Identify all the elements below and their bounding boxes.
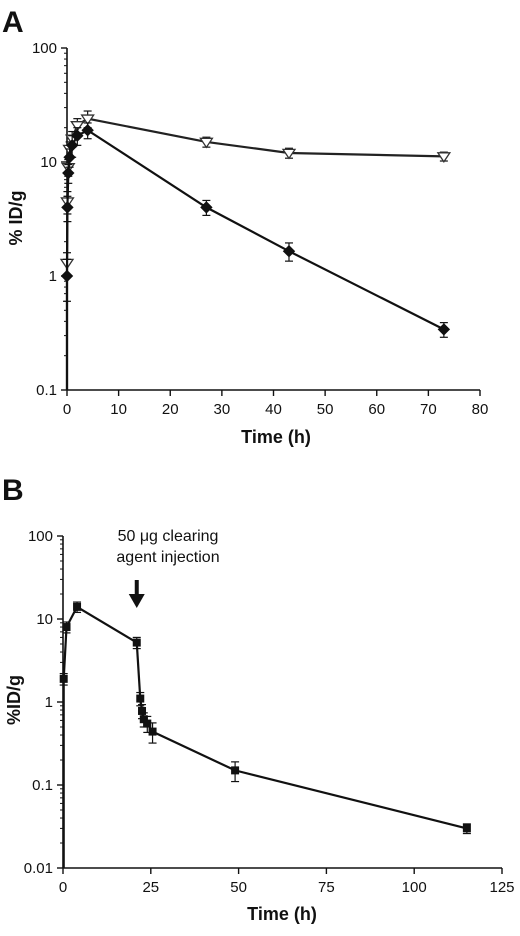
panel-b-series-0 xyxy=(59,601,471,868)
panel-b-y-tick-label: 100 xyxy=(28,528,53,545)
panel-b-x-axis-title: Time (h) xyxy=(247,904,317,924)
panel-a-data-point xyxy=(70,121,85,132)
panel-a-y-tick-label: 100 xyxy=(32,40,57,57)
panel-b-x-tick-label: 0 xyxy=(59,879,67,896)
panel-b-series-line xyxy=(62,605,468,868)
panel-a-series-1 xyxy=(60,122,451,390)
panel-b-label: B xyxy=(2,474,24,507)
panel-b-data-point xyxy=(59,674,68,683)
panel-b-data-point xyxy=(148,727,157,736)
panel-b-data-point xyxy=(73,602,82,611)
panel-a-y-tick-label: 10 xyxy=(40,154,57,171)
panel-b-data-point xyxy=(462,824,471,833)
panel-a-series-0 xyxy=(59,110,452,390)
panel-a-data-point xyxy=(200,201,213,214)
panel-a-data-point xyxy=(281,148,297,160)
panel-a-x-tick-label: 80 xyxy=(472,401,489,418)
panel-b-y-tick-label: 0.01 xyxy=(24,860,53,877)
panel-a-data-point xyxy=(199,137,214,149)
panel-a-data-point xyxy=(282,244,296,258)
panel-a-x-tick-label: 60 xyxy=(368,401,385,418)
panel-a-data-point xyxy=(80,114,95,126)
panel-a-plot xyxy=(59,110,452,390)
panel-b-x-tick-label: 50 xyxy=(230,879,247,896)
panel-b-data-point xyxy=(62,623,71,632)
panel-b-y-axis-title: %ID/g xyxy=(4,675,24,725)
panel-a-data-point xyxy=(71,129,84,142)
panel-a-series-line xyxy=(65,128,445,390)
panel-b-axes: 0.01 0.1 1 10 100 0 25 50 75 100 125 xyxy=(24,528,515,896)
panel-a-data-point xyxy=(61,201,74,214)
panel-b-data-point xyxy=(231,766,240,775)
panel-b-y-tick-label: 0.1 xyxy=(32,777,53,794)
panel-a-series-line xyxy=(65,117,444,390)
panel-b-plot xyxy=(59,601,471,868)
panel-a-x-tick-label: 70 xyxy=(420,401,437,418)
panel-b-x-tick-label: 125 xyxy=(489,879,514,896)
panel-a-x-tick-label: 30 xyxy=(214,401,231,418)
panel-a-x-axis-title: Time (h) xyxy=(241,427,311,447)
panel-a-x-tick-label: 40 xyxy=(265,401,282,418)
annotation-arrow-head xyxy=(128,594,145,608)
panel-b-data-point xyxy=(139,715,148,724)
panel-b-y-tick-label: 10 xyxy=(36,611,53,628)
panel-a-y-axis-title: % ID/g xyxy=(6,190,26,245)
panel-a-x-tick-label: 20 xyxy=(162,401,179,418)
panel-b-x-tick-label: 100 xyxy=(402,879,427,896)
panel-a-x-tick-label: 0 xyxy=(63,401,71,418)
panel-a-axes: 0.1 1 10 100 0 10 20 30 40 50 60 70 80 xyxy=(32,40,488,418)
annotation-line-1: 50 μg clearing xyxy=(118,528,219,545)
panel-a-data-point xyxy=(62,166,75,180)
panel-a-data-point xyxy=(81,124,94,137)
panel-a-x-tick-label: 10 xyxy=(110,401,127,418)
panel-a-data-point xyxy=(436,152,452,163)
panel-b: B 0.01 0.1 1 10 100 0 25 50 75 100 125 Time (h) %I… xyxy=(2,474,515,924)
panel-a-x-tick-label: 50 xyxy=(317,401,334,418)
panel-a: A 0.1 1 10 100 0 10 20 30 40 50 60 70 80 Time (h) % … xyxy=(2,6,488,447)
panel-b-x-tick-label: 75 xyxy=(318,879,335,896)
panel-a-data-point xyxy=(60,269,74,283)
panel-b-y-tick-label: 1 xyxy=(45,694,53,711)
panel-a-y-tick-label: 0.1 xyxy=(36,382,57,399)
panel-b-data-point xyxy=(138,706,147,715)
annotation-line-2: agent injection xyxy=(116,549,219,566)
panel-a-label: A xyxy=(2,6,24,39)
panel-a-y-tick-label: 1 xyxy=(49,268,57,285)
panel-b-data-point xyxy=(136,694,145,703)
panel-b-data-point xyxy=(132,638,141,647)
panel-a-data-point xyxy=(65,139,79,152)
annotation-arrow-icon xyxy=(128,580,145,608)
panel-b-data-point xyxy=(143,719,152,728)
panel-a-data-point xyxy=(437,323,451,336)
panel-b-x-tick-label: 25 xyxy=(142,879,159,896)
